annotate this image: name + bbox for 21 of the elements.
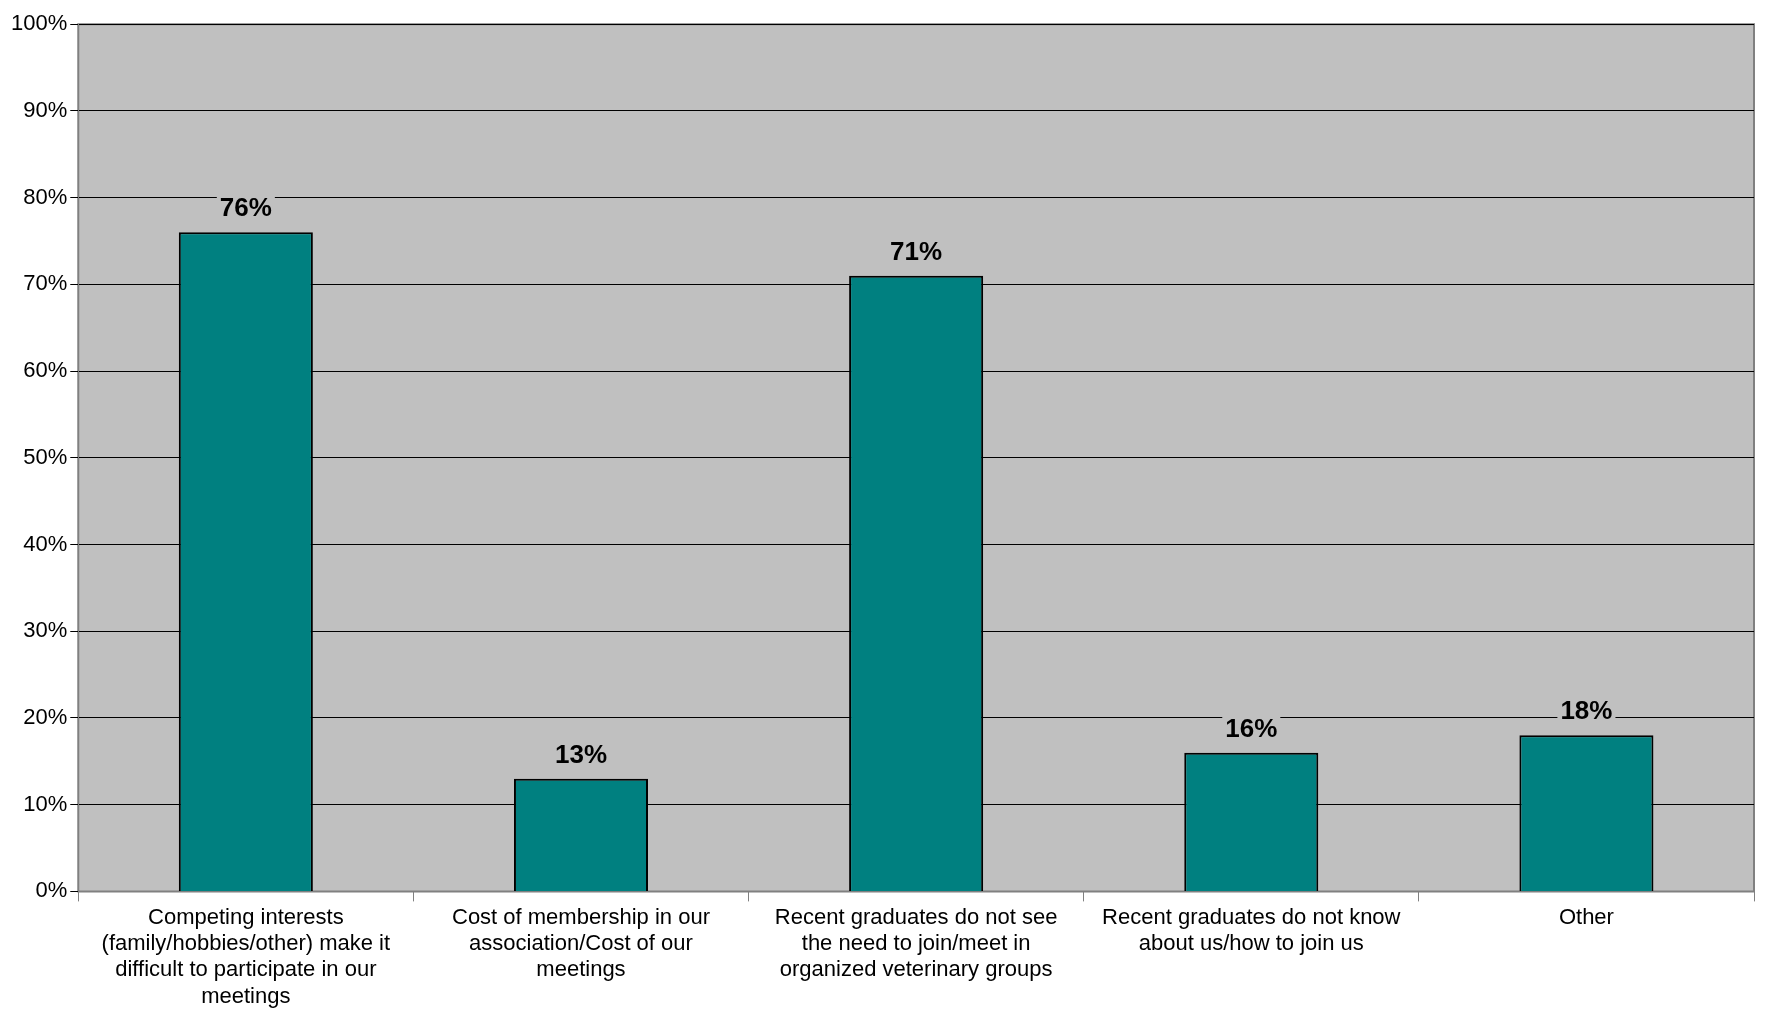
x-tick-label: Competing interests (family/hobbies/other) make it difficult to participate in our meetings — [101, 903, 391, 1008]
y-tick-label: 30% — [23, 617, 68, 643]
data-label: 76% — [219, 192, 272, 223]
data-label: 13% — [554, 738, 608, 769]
data-label: 71% — [890, 235, 943, 266]
x-tick-label: Other — [1558, 903, 1614, 929]
x-tick-label: Recent graduates do not know about us/how to join us — [1102, 903, 1401, 956]
x-tick-label: Recent graduates do not see the need to join/meet in organized veterinary groups — [774, 903, 1058, 982]
y-tick-label: 40% — [23, 530, 68, 556]
y-tick-label: 90% — [23, 96, 68, 122]
y-tick-label: 80% — [23, 183, 68, 209]
y-tick-label: 10% — [23, 790, 68, 816]
data-label: 16% — [1225, 712, 1278, 743]
y-tick-label: 20% — [23, 704, 68, 730]
data-label: 18% — [1560, 695, 1613, 726]
y-tick-label: 100% — [10, 10, 68, 36]
x-tick-label: Cost of membership in our association/Cost of our meetings — [451, 903, 710, 982]
y-tick-label: 70% — [23, 270, 68, 296]
y-tick-label: 0% — [35, 877, 68, 903]
y-tick-label: 50% — [23, 443, 68, 469]
y-tick-label: 60% — [23, 357, 68, 383]
